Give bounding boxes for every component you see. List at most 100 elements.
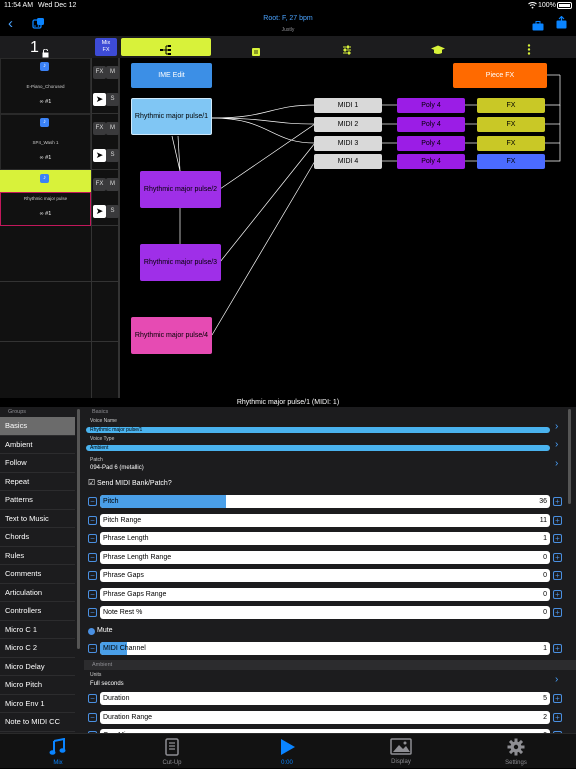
back-chevron-icon[interactable]: ‹	[8, 15, 13, 32]
parameter-slider[interactable]: Phrase Length 1	[100, 532, 550, 545]
slider-plus-button[interactable]: +	[553, 589, 562, 599]
ime-edit-node[interactable]: IME Edit	[131, 63, 212, 88]
slider-minus-button[interactable]: −	[88, 608, 97, 617]
voice-node-1[interactable]: Rhythmic major pulse/1	[131, 98, 212, 135]
chevron-right-icon[interactable]: ›	[555, 674, 559, 685]
track-mute-button[interactable]: M	[106, 66, 119, 79]
tab-cut-up[interactable]: Cut-Up	[142, 734, 202, 769]
settings-scrollbar[interactable]	[568, 409, 571, 504]
slider-plus-button[interactable]: +	[553, 608, 562, 617]
track-solo-button[interactable]: S	[106, 205, 119, 218]
checkmark-icon[interactable]: ☑	[88, 478, 96, 487]
track-play-button[interactable]: ➤	[93, 205, 106, 218]
track-play-button[interactable]: ➤	[93, 93, 106, 106]
groups-scrollbar[interactable]	[77, 409, 80, 649]
slider-plus-button[interactable]: +	[553, 694, 562, 703]
fx-node-1[interactable]: FX	[477, 98, 545, 113]
parameter-slider[interactable]: Gap Min 0	[100, 729, 550, 733]
units-value[interactable]: Full seconds	[90, 681, 124, 687]
track-row[interactable]: ♪ SP4_Wash 1 ∞ #1 FX M ➤ S	[0, 114, 120, 170]
group-item[interactable]: Repeat	[0, 473, 75, 491]
voice-node-3[interactable]: Rhythmic major pulse/3	[140, 244, 221, 281]
parameter-slider[interactable]: Duration 5	[100, 692, 550, 705]
note-icon[interactable]	[252, 43, 260, 61]
poly-node-1[interactable]: Poly 4	[397, 98, 465, 113]
fx-node-3[interactable]: FX	[477, 136, 545, 151]
group-item[interactable]: Chords	[0, 528, 75, 547]
parameter-slider[interactable]: Duration Range 2	[100, 710, 550, 724]
midi-node-2[interactable]: MIDI 2	[314, 117, 382, 132]
mute-toggle[interactable]: Mute	[97, 627, 113, 634]
piece-fx-node[interactable]: Piece FX	[453, 63, 547, 88]
nav-title[interactable]: Root: F, 27 bpm	[263, 15, 313, 22]
slider-minus-button[interactable]: −	[88, 731, 97, 733]
parameter-slider[interactable]: Pitch 36	[100, 495, 550, 508]
fx-node-4[interactable]: FX	[477, 154, 545, 169]
voice-node-4[interactable]: Rhythmic major pulse/4	[131, 317, 212, 354]
group-item[interactable]: Basics	[0, 417, 75, 436]
group-item[interactable]: Micro Pitch	[0, 676, 75, 695]
group-item[interactable]: Micro Env 1	[0, 695, 75, 713]
mix-fx-button[interactable]: Mix FX	[95, 38, 117, 56]
slider-plus-button[interactable]: +	[553, 497, 562, 506]
slider-minus-button[interactable]: −	[88, 589, 97, 599]
group-item[interactable]: Controllers	[0, 602, 75, 621]
slider-minus-button[interactable]: −	[88, 534, 97, 543]
parameter-slider[interactable]: Phrase Length Range 0	[100, 550, 550, 564]
midi-channel-slider[interactable]: MIDI Channel 1	[100, 642, 550, 655]
poly-node-4[interactable]: Poly 4	[397, 154, 465, 169]
slider-plus-button[interactable]: +	[553, 552, 562, 562]
track-mute-button[interactable]: M	[106, 122, 119, 135]
graduation-cap-icon[interactable]	[431, 42, 445, 60]
poly-node-3[interactable]: Poly 4	[397, 136, 465, 151]
patch-value[interactable]: 094-Pad 6 (metallic)	[90, 465, 144, 471]
parameter-slider[interactable]: Note Rest % 0	[100, 606, 550, 619]
voice-type-field[interactable]: Ambient	[86, 445, 550, 451]
parameter-slider[interactable]: Phrase Gaps Range 0	[100, 587, 550, 601]
graph-view-button[interactable]	[121, 38, 211, 56]
track-play-button[interactable]: ➤	[93, 149, 106, 162]
midi-node-1[interactable]: MIDI 1	[314, 98, 382, 113]
slider-minus-button[interactable]: −	[88, 552, 97, 562]
group-item[interactable]: Text to Music	[0, 510, 75, 528]
midi-channel-plus-button[interactable]: +	[553, 644, 562, 653]
group-item[interactable]: Note to MIDI CC	[0, 713, 75, 732]
group-item[interactable]: Micro C 2	[0, 639, 75, 658]
track-fx-button[interactable]: FX	[93, 178, 106, 191]
slider-plus-button[interactable]: +	[553, 515, 562, 525]
slider-plus-button[interactable]: +	[553, 731, 562, 733]
briefcase-icon[interactable]	[532, 18, 544, 36]
slider-minus-button[interactable]: −	[88, 712, 97, 722]
slider-plus-button[interactable]: +	[553, 534, 562, 543]
track-mute-button[interactable]: M	[106, 178, 119, 191]
fx-node-2[interactable]: FX	[477, 117, 545, 132]
slider-minus-button[interactable]: −	[88, 571, 97, 580]
track-fx-button[interactable]: FX	[93, 122, 106, 135]
slider-minus-button[interactable]: −	[88, 515, 97, 525]
slider-minus-button[interactable]: −	[88, 694, 97, 703]
voice-name-field[interactable]: Rhythmic major pulse/1	[86, 427, 550, 433]
chevron-right-icon[interactable]: ›	[555, 421, 559, 432]
more-vertical-icon[interactable]	[527, 42, 531, 60]
sliders-icon[interactable]	[342, 42, 352, 60]
midi-node-3[interactable]: MIDI 3	[314, 136, 382, 151]
poly-node-2[interactable]: Poly 4	[397, 117, 465, 132]
group-item[interactable]: Micro Delay	[0, 658, 75, 676]
group-item[interactable]: Rules	[0, 547, 75, 565]
dice-icon[interactable]	[32, 17, 45, 35]
track-solo-button[interactable]: S	[106, 93, 119, 106]
share-icon[interactable]	[556, 15, 567, 34]
track-row-selected[interactable]: ♪ Rhythmic major pulse ∞ #1 FX M ➤ S	[0, 170, 120, 226]
track-row[interactable]: ♪ E-Piano_Chorused ∞ #1 FX M ➤ S	[0, 58, 120, 114]
midi-channel-minus-button[interactable]: −	[88, 644, 97, 653]
parameter-slider[interactable]: Pitch Range 11	[100, 513, 550, 527]
voice-graph-canvas[interactable]: IME Edit Piece FX Rhythmic major pulse/1…	[120, 58, 576, 398]
tab-mix[interactable]: Mix	[28, 734, 88, 769]
slider-plus-button[interactable]: +	[553, 571, 562, 580]
group-item[interactable]: Articulation	[0, 584, 75, 602]
track-solo-button[interactable]: S	[106, 149, 119, 162]
send-midi-toggle[interactable]: Send MIDI Bank/Patch?	[97, 480, 172, 487]
voice-node-2[interactable]: Rhythmic major pulse/2	[140, 171, 221, 208]
chevron-right-icon[interactable]: ›	[555, 439, 559, 450]
lock-icon[interactable]	[42, 45, 49, 63]
